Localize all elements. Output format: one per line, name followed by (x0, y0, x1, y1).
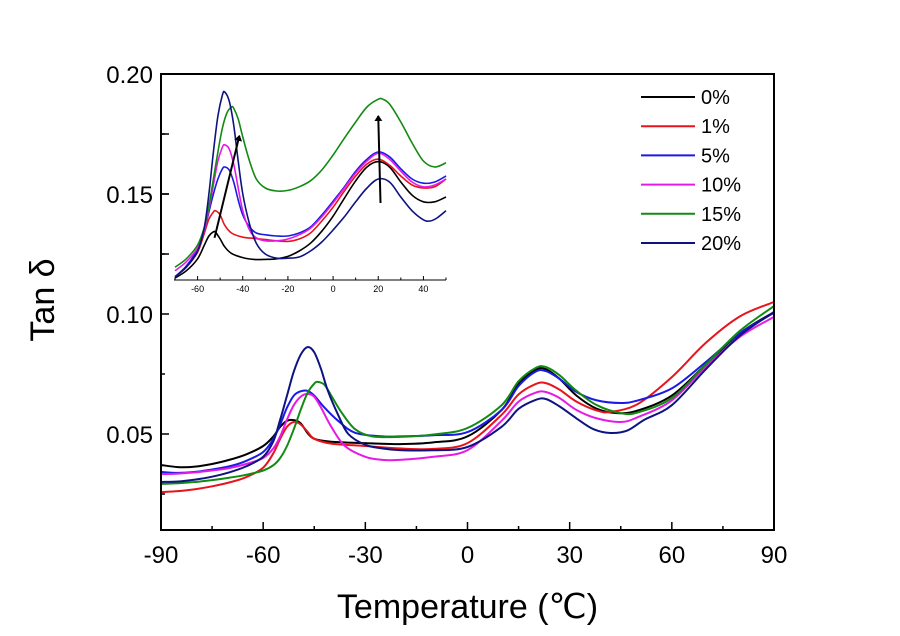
x-tick-label: 30 (556, 542, 583, 569)
series-line-1pct (160, 301, 775, 494)
inset-trend-arrow-1 (213, 134, 243, 239)
inset-x-tick-label: -60 (191, 284, 204, 294)
inset-arrows (213, 115, 383, 239)
y-tick-label: 0.05 (106, 422, 153, 449)
x-tick-label: 90 (761, 542, 788, 569)
inset-x-tick-label: -20 (281, 284, 294, 294)
inset-trend-arrow-2 (374, 115, 383, 204)
inset-series-line-10pct (174, 143, 447, 272)
legend-label-1pct: 1% (701, 116, 730, 138)
inset-x-tick-label: 40 (418, 284, 428, 294)
inset-series-line-1pct (174, 158, 447, 278)
legend-label-5pct: 5% (701, 145, 730, 167)
inset-series-line-0pct (174, 160, 447, 279)
legend-label-15pct: 15% (701, 204, 741, 226)
y-axis-title: Tan δ (24, 258, 62, 341)
main-series-group (160, 301, 775, 494)
inset-series-line-15pct (174, 97, 447, 268)
main-plot: -90 -60 -30 0 30 60 90 0.05 0.10 0.15 0.20 Temper… (24, 62, 787, 626)
legend-label-20pct: 20% (701, 233, 741, 255)
inset-plot: -60 -40 -20 0 20 40 (161, 90, 447, 294)
x-tick-label: 60 (658, 542, 685, 569)
x-axis-ticks: -90 -60 -30 0 30 60 90 (144, 522, 788, 569)
x-axis-title: Temperature (℃) (337, 588, 598, 626)
x-tick-label: -30 (348, 542, 383, 569)
inset-x-tick-label: 20 (373, 284, 383, 294)
inset-x-tick-label: -40 (236, 284, 249, 294)
y-tick-label: 0.10 (106, 302, 153, 329)
y-axis-ticks: 0.05 0.10 0.15 0.20 (106, 62, 169, 495)
inset-series-group (174, 90, 447, 279)
inset-x-tick-label: 0 (331, 284, 336, 294)
y-tick-label: 0.20 (106, 62, 153, 89)
x-tick-label: -90 (144, 542, 179, 569)
series-line-5pct (160, 311, 775, 474)
series-line-20pct (160, 311, 775, 483)
series-line-15pct (160, 305, 775, 485)
x-tick-label: 0 (461, 542, 474, 569)
legend-label-10pct: 10% (701, 175, 741, 197)
legend-label-0pct: 0% (701, 87, 730, 109)
y-tick-label: 0.15 (106, 182, 153, 209)
legend: 0% 1% 5% 10% 15% 20% (641, 87, 741, 255)
inset-axes: -60 -40 -20 0 20 40 (161, 133, 447, 294)
x-tick-label: -60 (246, 542, 281, 569)
inset-series-line-20pct (174, 90, 447, 278)
inset-series-line-5pct (174, 151, 447, 278)
